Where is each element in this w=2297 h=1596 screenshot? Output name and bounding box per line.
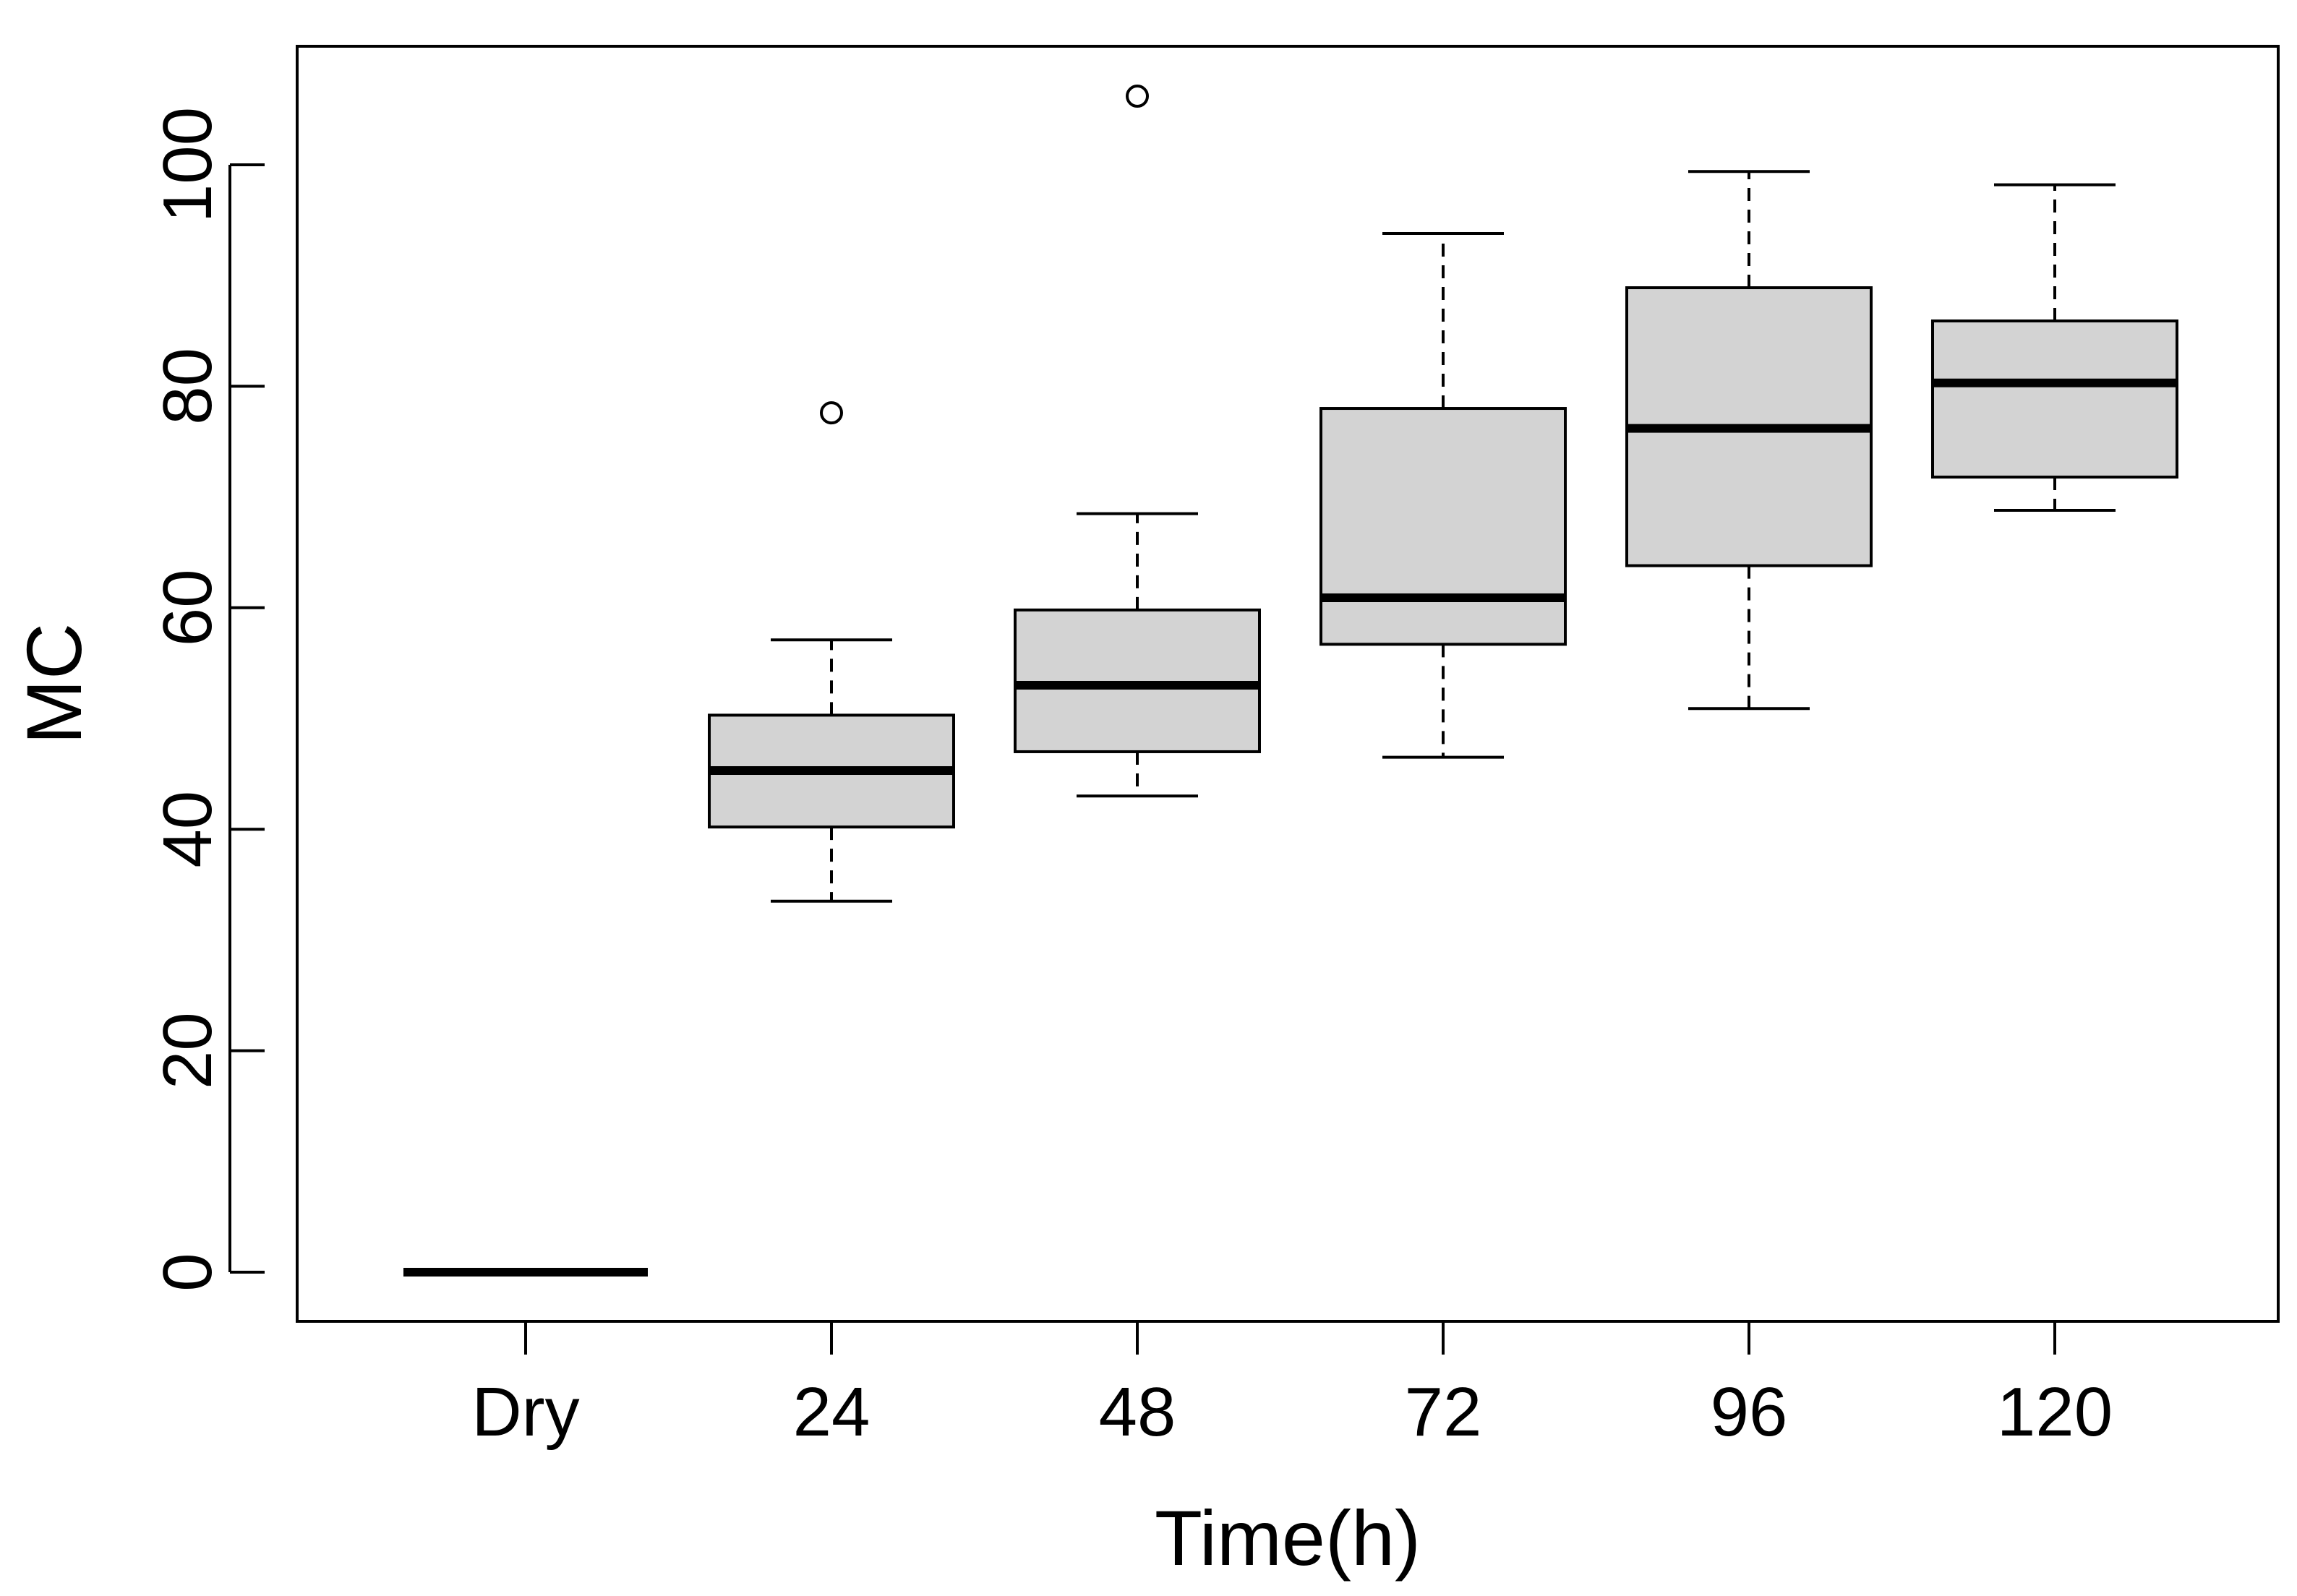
outlier-point <box>820 401 843 425</box>
boxes <box>403 85 2178 1277</box>
outlier-point <box>1126 85 1149 108</box>
y-tick-label: 80 <box>149 348 226 425</box>
box-group <box>1014 85 1261 798</box>
x-tick-label: 48 <box>1099 1373 1176 1451</box>
x-axis-title: Time(h) <box>1155 1494 1421 1582</box>
y-tick-label: 20 <box>149 1012 226 1089</box>
y-tick-label: 60 <box>149 569 226 646</box>
x-tick-label: Dry <box>471 1373 579 1451</box>
box-iqr <box>1319 407 1567 646</box>
x-tick-label: 120 <box>1997 1373 2113 1451</box>
box-group <box>1625 170 1873 711</box>
box-iqr <box>1014 608 1261 753</box>
y-tick-label: 0 <box>149 1253 226 1291</box>
y-axis: 0 20 40 60 80 100 <box>149 107 265 1292</box>
box-group <box>1319 231 1567 759</box>
x-tick-label: 24 <box>793 1373 871 1451</box>
box-iqr <box>1931 319 2178 479</box>
x-tick-label: 72 <box>1405 1373 1482 1451</box>
box-group <box>1931 183 2178 512</box>
y-tick-label: 40 <box>149 791 226 868</box>
box-group <box>708 401 955 903</box>
plot-border <box>296 45 2280 1323</box>
y-tick-label: 100 <box>149 107 226 223</box>
x-tick-label: 96 <box>1711 1373 1788 1451</box>
y-axis-title: MC <box>10 623 98 745</box>
x-axis: Dry 24 48 72 96 120 <box>471 1320 2113 1451</box>
